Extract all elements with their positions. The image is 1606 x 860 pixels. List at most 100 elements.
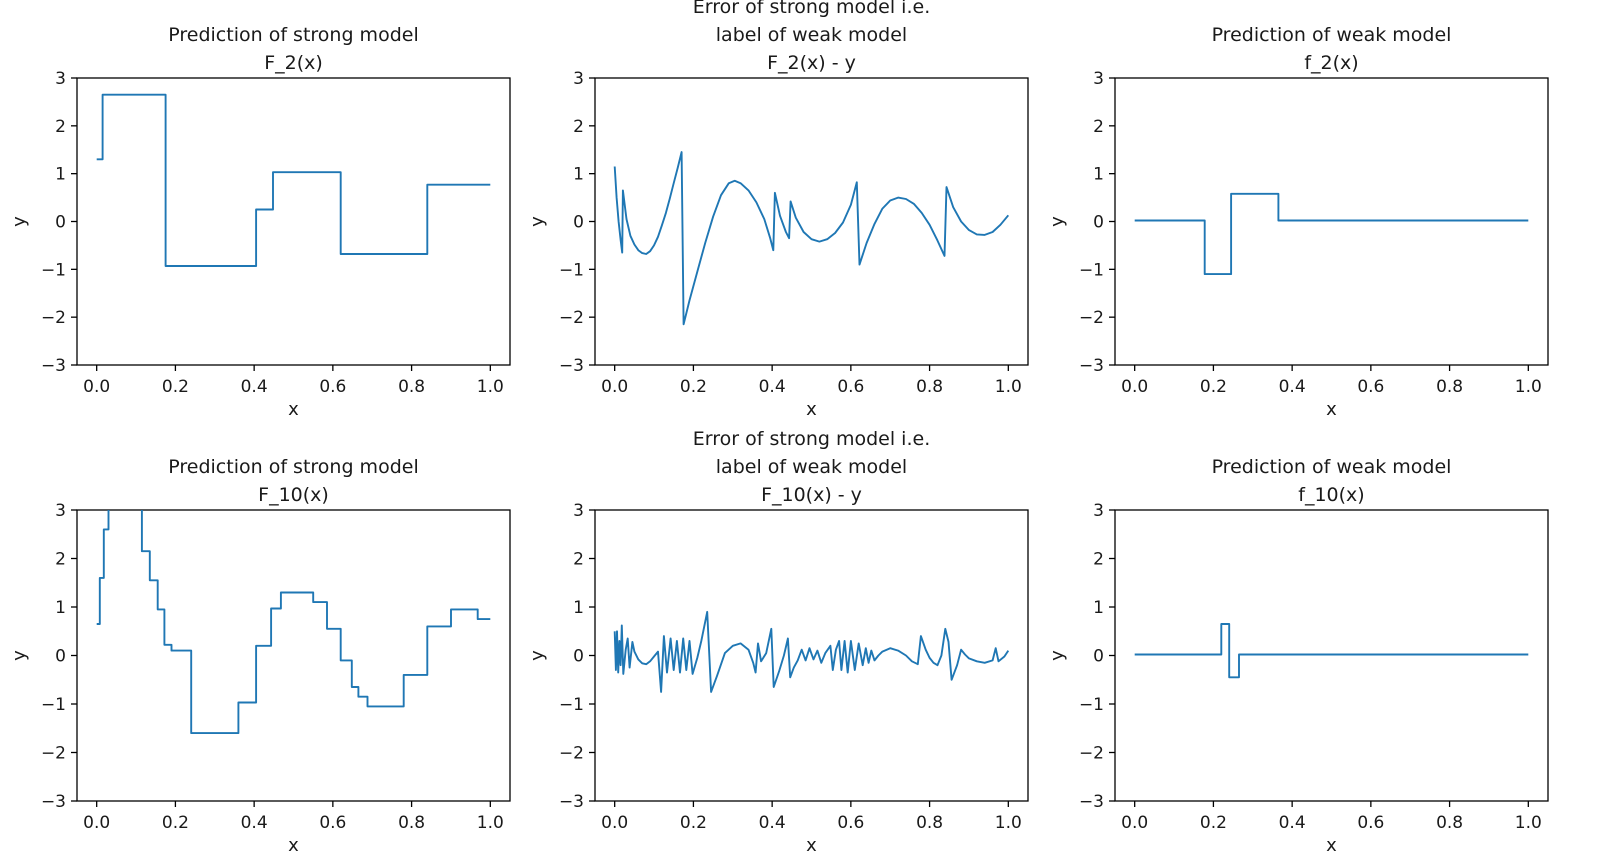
data-line-weak-f10 [1134, 623, 1529, 679]
subplot-weak-f10: Prediction of weak model f_10(x) 0.0 0.2 0.4… [1047, 456, 1549, 856]
y-tick-label: −3 [41, 356, 66, 376]
y-tick-label: −2 [1079, 744, 1104, 764]
data-line-strong-F10 [96, 510, 491, 735]
axes-box [76, 509, 511, 802]
y-tick-label: −3 [1079, 792, 1104, 812]
x-axis-label: x [288, 399, 299, 420]
plot-title-line: Error of strong model i.e. [693, 0, 930, 18]
plot-title-line: f_2(x) [1304, 52, 1358, 74]
x-tick-label: 0.0 [601, 813, 628, 833]
y-tick-label: −3 [1079, 356, 1104, 376]
y-tick-label: 2 [573, 117, 584, 137]
x-tick-label: 0.8 [1436, 377, 1463, 397]
y-ticks: −3 −2 −1 0 1 2 3 [41, 69, 77, 376]
plot-title-line: F_10(x) [258, 484, 329, 506]
y-tick-label: 1 [1093, 165, 1104, 185]
x-tick-label: 0.0 [83, 813, 110, 833]
x-tick-label: 0.4 [241, 813, 268, 833]
plot-title-line: Prediction of weak model [1212, 24, 1452, 46]
y-tick-label: 2 [55, 550, 66, 570]
x-ticks: 0.0 0.2 0.4 0.6 0.8 1.0 [83, 365, 504, 397]
y-tick-label: 1 [55, 598, 66, 618]
x-tick-label: 1.0 [995, 377, 1022, 397]
y-tick-label: −1 [41, 695, 66, 715]
y-tick-label: 3 [55, 501, 66, 521]
y-tick-label: 1 [55, 165, 66, 185]
y-tick-label: −3 [41, 792, 66, 812]
x-axis-label: x [288, 835, 299, 856]
y-tick-label: −1 [559, 260, 584, 280]
plot-title-line: label of weak model [716, 456, 907, 478]
x-tick-label: 0.2 [680, 813, 707, 833]
x-tick-label: 0.8 [398, 813, 425, 833]
subplot-error-F10: Error of strong model i.e. label of weak … [527, 428, 1029, 856]
y-ticks: −3 −2 −1 0 1 2 3 [41, 501, 77, 812]
x-ticks: 0.0 0.2 0.4 0.6 0.8 1.0 [601, 365, 1022, 397]
y-ticks: −3 −2 −1 0 1 2 3 [1079, 69, 1115, 376]
y-tick-label: 3 [1093, 501, 1104, 521]
x-tick-label: 0.8 [398, 377, 425, 397]
y-tick-label: 0 [55, 647, 66, 667]
data-line-weak-f2 [1134, 192, 1529, 276]
y-tick-label: 3 [573, 69, 584, 89]
plot-title: Prediction of weak model f_10(x) [1212, 456, 1452, 506]
y-tick-label: 3 [573, 501, 584, 521]
x-ticks: 0.0 0.2 0.4 0.6 0.8 1.0 [1121, 365, 1542, 397]
x-ticks: 0.0 0.2 0.4 0.6 0.8 1.0 [83, 801, 504, 833]
x-tick-label: 0.2 [162, 377, 189, 397]
y-tick-label: −2 [559, 744, 584, 764]
y-tick-label: 2 [573, 550, 584, 570]
x-tick-label: 0.6 [1357, 813, 1384, 833]
plot-title: Error of strong model i.e. label of weak … [693, 0, 930, 74]
x-tick-label: 0.8 [1436, 813, 1463, 833]
y-axis-label: y [9, 216, 30, 227]
data-line-error-F2 [613, 151, 1010, 326]
x-tick-label: 1.0 [1515, 813, 1542, 833]
x-tick-label: 0.6 [837, 813, 864, 833]
x-ticks: 0.0 0.2 0.4 0.6 0.8 1.0 [601, 801, 1022, 833]
plot-title: Prediction of strong model F_2(x) [168, 24, 418, 74]
x-tick-label: 0.8 [916, 377, 943, 397]
y-tick-label: −3 [559, 792, 584, 812]
y-tick-label: −2 [41, 308, 66, 328]
y-tick-label: 0 [1093, 213, 1104, 233]
x-tick-label: 0.0 [83, 377, 110, 397]
axes-box [1114, 509, 1549, 802]
y-tick-label: 0 [573, 213, 584, 233]
x-tick-label: 1.0 [995, 813, 1022, 833]
y-tick-label: 2 [55, 117, 66, 137]
y-tick-label: 0 [55, 213, 66, 233]
plot-title-line: F_2(x) [264, 52, 323, 74]
x-tick-label: 0.6 [837, 377, 864, 397]
x-tick-label: 0.2 [680, 377, 707, 397]
x-tick-label: 1.0 [1515, 377, 1542, 397]
plot-title-line: f_10(x) [1298, 484, 1364, 506]
y-tick-label: 2 [1093, 117, 1104, 137]
x-tick-label: 0.6 [319, 813, 346, 833]
y-tick-label: 3 [1093, 69, 1104, 89]
y-tick-label: 2 [1093, 550, 1104, 570]
y-tick-label: 0 [1093, 647, 1104, 667]
x-tick-label: 0.6 [319, 377, 346, 397]
y-ticks: −3 −2 −1 0 1 2 3 [1079, 501, 1115, 812]
y-tick-label: −1 [41, 260, 66, 280]
y-tick-label: 1 [1093, 598, 1104, 618]
x-axis-label: x [806, 399, 817, 420]
x-tick-label: 0.4 [1279, 377, 1306, 397]
x-tick-label: 0.8 [916, 813, 943, 833]
y-axis-label: y [1047, 216, 1068, 227]
plot-title: Prediction of strong model F_10(x) [168, 456, 418, 506]
x-axis-label: x [1326, 399, 1337, 420]
y-tick-label: 0 [573, 647, 584, 667]
y-tick-label: −1 [1079, 260, 1104, 280]
y-tick-label: −1 [1079, 695, 1104, 715]
axes-box [594, 77, 1029, 366]
y-ticks: −3 −2 −1 0 1 2 3 [559, 501, 595, 812]
data-line-error-F10 [613, 610, 1010, 693]
y-tick-label: −3 [559, 356, 584, 376]
